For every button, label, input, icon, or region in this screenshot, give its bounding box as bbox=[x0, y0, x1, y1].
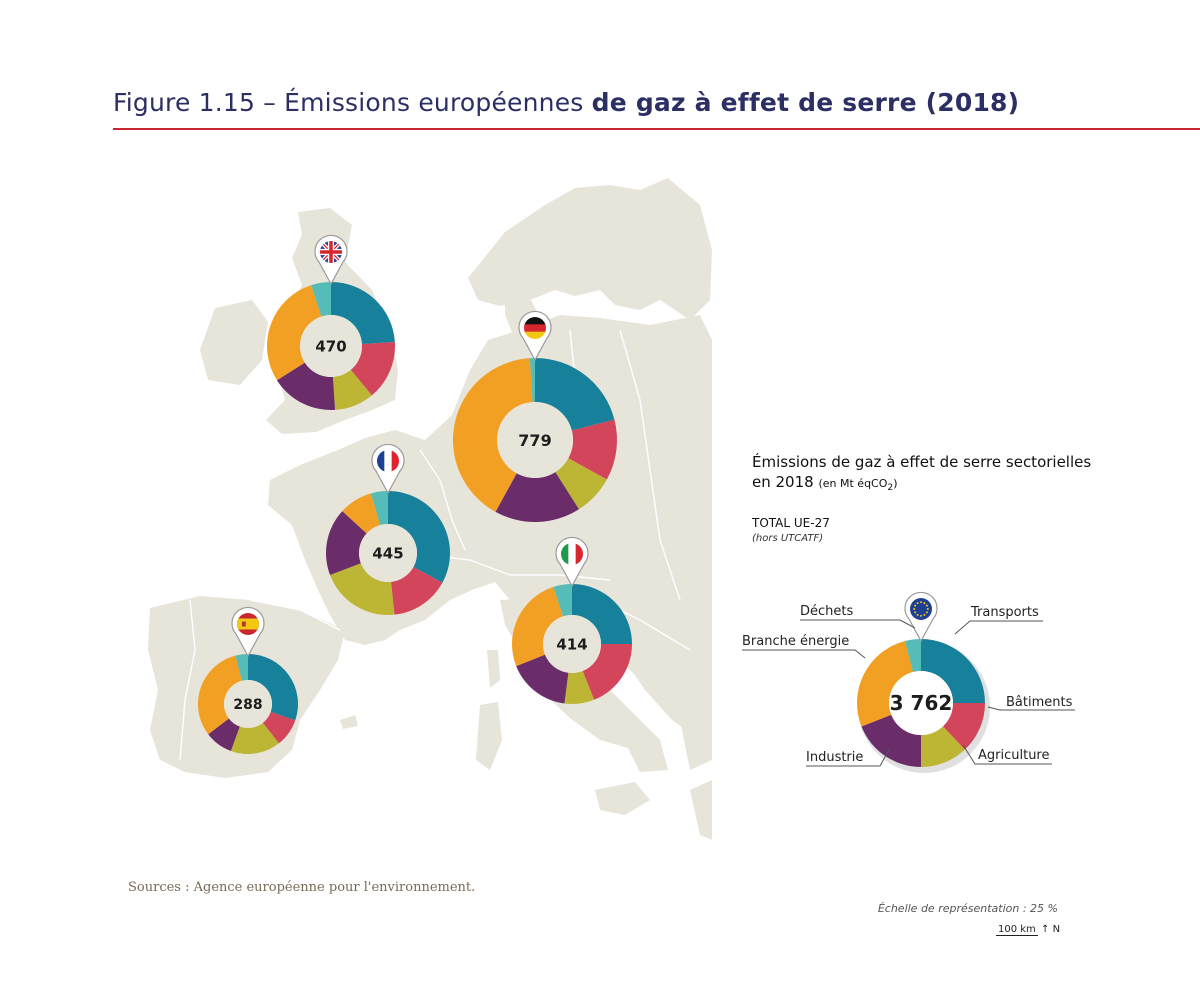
slice-fr-industrie bbox=[325, 511, 367, 575]
border-es-fr bbox=[249, 599, 341, 631]
slice-es-agriculture bbox=[230, 722, 279, 754]
slice-it-b-timents bbox=[582, 644, 632, 700]
leader-branche bbox=[742, 649, 866, 659]
leader-batiments bbox=[987, 706, 1075, 711]
figure-title: Figure 1.15 – Émissions européennes de g… bbox=[113, 88, 1020, 117]
slice-eu-d-chets bbox=[905, 639, 921, 673]
sources-note: Sources : Agence européenne pour l'envir… bbox=[128, 880, 476, 895]
legend-heading: Émissions de gaz à effet de serre sector… bbox=[752, 453, 1092, 494]
legend-dechets: Déchets bbox=[800, 604, 853, 619]
flag-de-icon bbox=[524, 317, 546, 339]
slice-uk-branche-nergie bbox=[267, 285, 322, 381]
slice-it-d-chets bbox=[553, 584, 572, 617]
legend-transports: Transports bbox=[970, 605, 1039, 620]
land-corsica bbox=[487, 650, 500, 688]
donut-total-es: 288 bbox=[233, 697, 262, 713]
scale-note: Échelle de représentation : 25 % bbox=[877, 902, 1058, 915]
donut-total-it: 414 bbox=[556, 635, 587, 653]
flag-fr-icon bbox=[377, 450, 399, 472]
donut-it: 414 bbox=[512, 584, 632, 704]
north-label: N bbox=[1052, 924, 1061, 935]
slice-es-transports bbox=[248, 654, 298, 721]
leader-industrie bbox=[806, 747, 891, 767]
north-arrow-icon: ↑ bbox=[1041, 924, 1050, 935]
donut-eu: 3 762 bbox=[857, 639, 990, 773]
slice-de-d-chets bbox=[529, 358, 535, 403]
total-sublabel: (hors UTCATF) bbox=[752, 533, 824, 544]
slice-fr-b-timents bbox=[390, 566, 443, 615]
leader-transports bbox=[954, 620, 1043, 635]
donut-uk: 470 bbox=[267, 282, 395, 411]
land-ireland bbox=[200, 300, 268, 385]
donut-total-eu: 3 762 bbox=[890, 691, 953, 715]
legend-agriculture: Agriculture bbox=[978, 748, 1050, 763]
donut-fr: 445 bbox=[325, 491, 450, 615]
donut-total-uk: 470 bbox=[315, 337, 346, 355]
donut-total-fr: 445 bbox=[372, 544, 403, 562]
slice-uk-b-timents bbox=[350, 341, 395, 396]
land-balkans bbox=[620, 625, 712, 740]
slice-it-branche-nergie bbox=[512, 586, 564, 667]
flag-eu-icon bbox=[910, 598, 932, 620]
legend-industrie: Industrie bbox=[806, 750, 863, 765]
land-sardinia bbox=[476, 702, 502, 770]
eu-legend-labels: Déchets Transports Branche énergie Bâtim… bbox=[742, 604, 1073, 765]
slice-eu-transports bbox=[921, 639, 985, 703]
slice-es-d-chets bbox=[235, 654, 248, 681]
slice-uk-industrie bbox=[276, 362, 336, 411]
legend-batiments: Bâtiments bbox=[1006, 695, 1073, 710]
leader-agriculture bbox=[962, 744, 1052, 765]
title-rule bbox=[113, 128, 1200, 130]
slice-eu-industrie bbox=[861, 714, 921, 767]
slice-uk-d-chets bbox=[311, 282, 331, 317]
scale-bar: 100 km ↑ N bbox=[996, 924, 1061, 936]
land-sicily bbox=[595, 782, 650, 815]
border-fr-de bbox=[419, 449, 466, 551]
flag-es-icon bbox=[237, 613, 259, 635]
slice-fr-agriculture bbox=[330, 563, 395, 615]
land-greece bbox=[690, 780, 712, 840]
legend-branche-energie: Branche énergie bbox=[742, 634, 849, 649]
border-east bbox=[619, 329, 681, 601]
leader-dechets bbox=[800, 619, 916, 629]
donut-charts: 470 779 445 414 288 3 762 bbox=[197, 234, 990, 773]
flag-uk-icon bbox=[320, 241, 342, 263]
land-balearic bbox=[340, 715, 358, 729]
border-es-pt bbox=[179, 599, 196, 761]
donut-total-de: 779 bbox=[518, 431, 551, 450]
slice-fr-d-chets bbox=[371, 491, 388, 526]
slice-it-industrie bbox=[516, 654, 569, 704]
total-label: TOTAL UE-27 bbox=[752, 516, 830, 530]
slice-de-transports bbox=[535, 358, 615, 431]
land-scandinavia bbox=[468, 178, 712, 320]
slice-es-industrie bbox=[208, 718, 240, 751]
slice-uk-transports bbox=[331, 282, 395, 345]
slice-eu-branche-nergie bbox=[857, 641, 914, 727]
eu-legend bbox=[742, 619, 1075, 767]
flag-it-icon bbox=[561, 543, 583, 565]
donut-de: 779 bbox=[453, 358, 617, 522]
donut-es: 288 bbox=[197, 654, 298, 754]
slice-de-b-timents bbox=[568, 419, 617, 480]
slice-it-agriculture bbox=[564, 670, 595, 704]
slice-eu-b-timents bbox=[942, 703, 985, 750]
slice-eu-agriculture bbox=[921, 726, 965, 767]
slice-es-branche-nergie bbox=[197, 655, 242, 735]
slice-de-branche-nergie bbox=[453, 358, 533, 512]
slice-fr-transports bbox=[388, 491, 450, 583]
slice-uk-agriculture bbox=[332, 369, 372, 410]
slice-fr-branche-nergie bbox=[342, 493, 381, 534]
slice-de-agriculture bbox=[555, 458, 607, 510]
slice-de-industrie bbox=[495, 472, 579, 522]
slice-es-b-timents bbox=[262, 711, 296, 744]
scale-km: 100 km bbox=[996, 924, 1038, 936]
slice-it-transports bbox=[572, 584, 632, 644]
